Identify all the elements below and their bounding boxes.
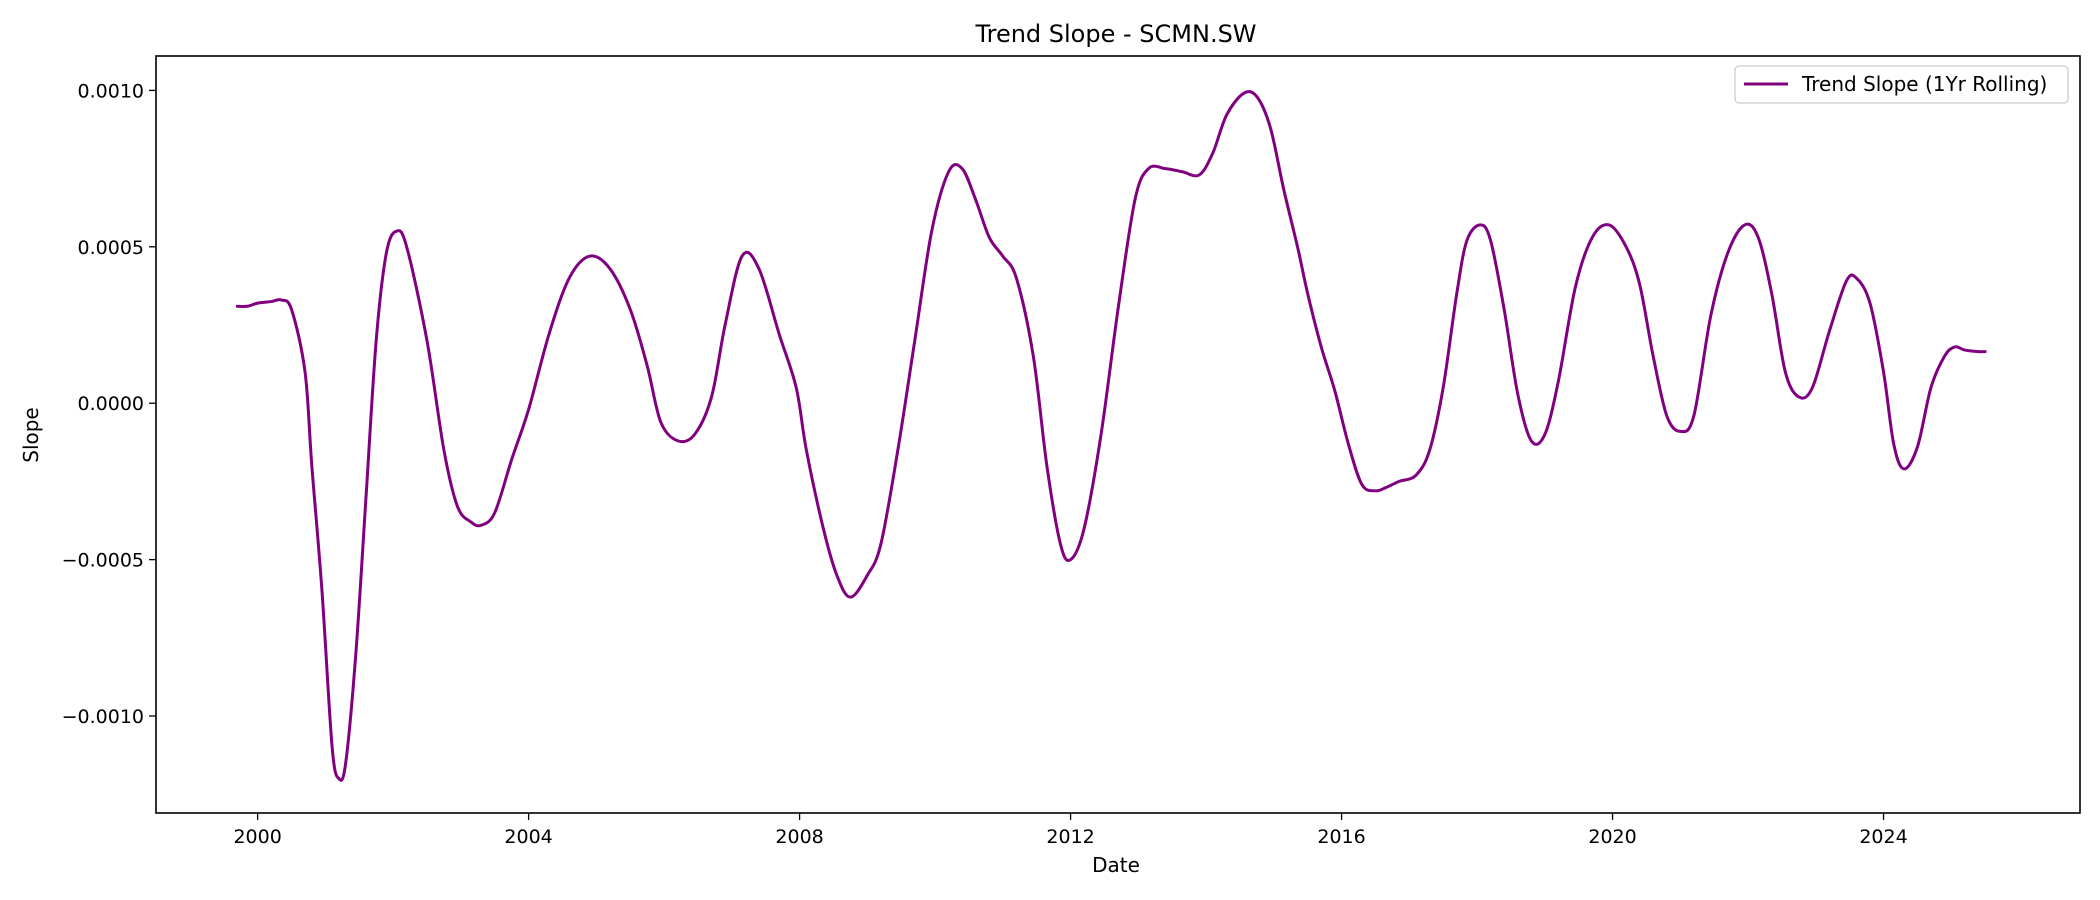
y-axis-label: Slope [19, 407, 43, 463]
x-tick-label: 2004 [504, 826, 552, 848]
y-tick-label: −0.0010 [62, 706, 144, 728]
x-tick-label: 2008 [775, 826, 823, 848]
legend-label: Trend Slope (1Yr Rolling) [1801, 72, 2047, 96]
x-tick-label: 2016 [1317, 826, 1365, 848]
legend: Trend Slope (1Yr Rolling) [1734, 65, 2069, 104]
y-tick-label: 0.0000 [78, 393, 144, 415]
x-axis: 2000 2004 2008 2012 2016 2020 2024 [233, 813, 1908, 848]
x-axis-label: Date [1092, 853, 1140, 877]
series-layer [235, 90, 1987, 782]
y-tick-label: 0.0010 [78, 80, 144, 102]
legend-box [1734, 65, 2069, 104]
plot-frame [155, 55, 2081, 814]
y-tick-label: −0.0005 [62, 550, 144, 572]
y-axis: −0.0010 −0.0005 0.0000 0.0005 0.0010 [62, 80, 156, 728]
x-tick-label: 2024 [1859, 826, 1907, 848]
x-tick-label: 2012 [1046, 826, 1094, 848]
plot-area [156, 56, 2080, 813]
series-line-trend-slope [235, 90, 1987, 782]
chart-title: Trend Slope - SCMN.SW [974, 20, 1256, 48]
y-tick-label: 0.0005 [78, 237, 144, 259]
x-tick-label: 2020 [1588, 826, 1636, 848]
x-tick-label: 2000 [233, 826, 281, 848]
